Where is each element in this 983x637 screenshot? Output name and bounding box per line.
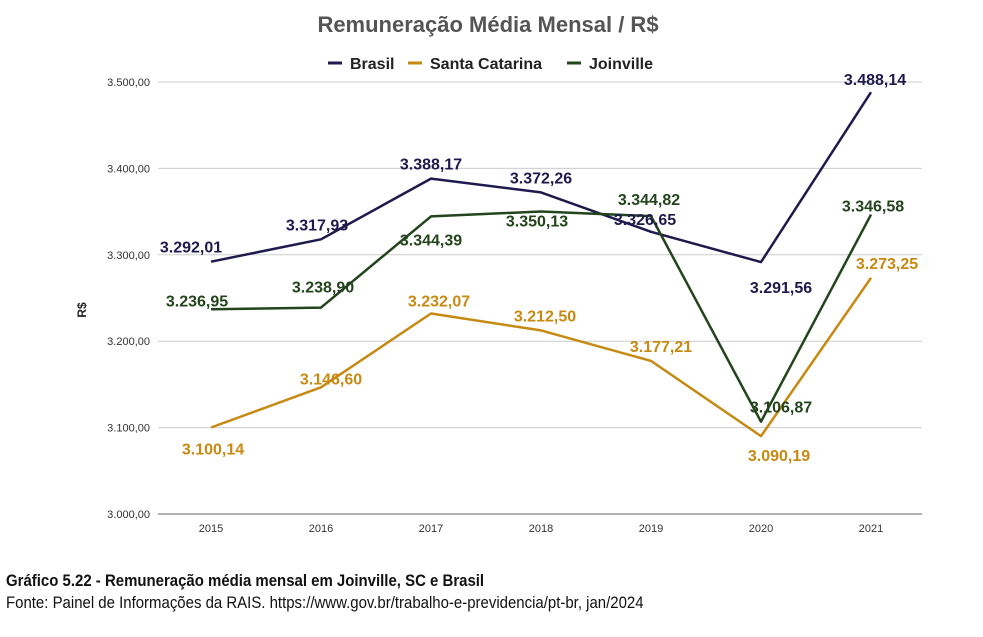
data-label: 3.488,14 [844, 72, 906, 89]
y-tick-label: 3.200,00 [107, 336, 150, 348]
x-tick-label: 2017 [419, 523, 443, 535]
figure-caption: Gráfico 5.22 - Remuneração média mensal … [6, 570, 966, 614]
x-tick-label: 2016 [309, 523, 333, 535]
data-label: 3.238,90 [292, 280, 354, 297]
series-line-santa-catarina [210, 277, 873, 438]
data-label: 3.326,65 [614, 212, 676, 229]
data-label: 3.317,93 [286, 217, 348, 234]
x-tick-label: 2015 [199, 523, 223, 535]
series-line-brasil [210, 91, 873, 264]
series-group [210, 91, 873, 438]
data-label: 3.232,07 [408, 293, 470, 310]
data-label: 3.291,56 [750, 280, 812, 297]
legend-item: Brasil [328, 56, 394, 73]
legend-item: Santa Catarina [408, 56, 542, 73]
data-label: 3.346,58 [842, 199, 904, 216]
data-label: 3.236,95 [166, 293, 228, 310]
y-axis-label: R$ [75, 302, 89, 318]
data-label: 3.292,01 [160, 240, 222, 257]
data-label: 3.344,39 [400, 232, 462, 249]
legend-label: Santa Catarina [430, 56, 542, 73]
data-label: 3.344,82 [618, 192, 680, 209]
y-tick-label: 3.500,00 [107, 77, 150, 89]
series-line-joinville [210, 210, 873, 423]
legend-label: Joinville [589, 56, 653, 73]
y-tick-label: 3.000,00 [107, 509, 150, 521]
chart-title: Remuneração Média Mensal / R$ [317, 12, 658, 37]
line-chart: Remuneração Média Mensal / R$ Brasil Sant… [75, 12, 922, 535]
data-label: 3.106,87 [750, 400, 812, 417]
data-label: 3.146,60 [300, 371, 362, 388]
data-labels: 3.292,01 3.317,93 3.388,17 3.372,26 3.326,65… [160, 72, 918, 465]
x-tick-label: 2020 [749, 523, 773, 535]
data-label: 3.372,26 [510, 170, 572, 187]
y-axis: 3.000,00 3.100,00 3.200,00 3.300,00 3.400,00… [107, 77, 150, 521]
x-tick-label: 2019 [639, 523, 663, 535]
grid [158, 81, 922, 515]
y-tick-label: 3.100,00 [107, 423, 150, 435]
legend-item: Joinville [567, 56, 653, 73]
legend-label: Brasil [350, 56, 394, 73]
data-label: 3.090,19 [748, 448, 810, 465]
data-label: 3.273,25 [856, 256, 918, 273]
data-label: 3.212,50 [514, 308, 576, 325]
data-label: 3.350,13 [506, 213, 568, 230]
x-tick-label: 2018 [529, 523, 553, 535]
data-label: 3.388,17 [400, 157, 462, 174]
caption-source: Fonte: Painel de Informações da RAIS. ht… [6, 593, 644, 612]
legend: Brasil Santa Catarina Joinville [328, 56, 653, 73]
data-label: 3.100,14 [182, 441, 244, 458]
y-tick-label: 3.300,00 [107, 250, 150, 262]
y-tick-label: 3.400,00 [107, 163, 150, 175]
data-label: 3.177,21 [630, 339, 692, 356]
x-axis: 2015 2016 2017 2018 2019 2020 2021 [199, 523, 883, 535]
caption-title: Gráfico 5.22 - Remuneração média mensal … [6, 571, 485, 590]
x-tick-label: 2021 [859, 523, 883, 535]
